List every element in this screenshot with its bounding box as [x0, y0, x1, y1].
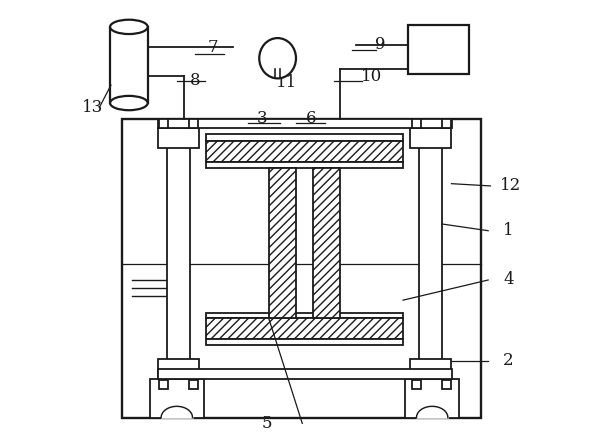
Text: 2: 2 [503, 352, 513, 369]
Bar [419, 119, 442, 379]
Bar [158, 369, 452, 379]
Text: 1: 1 [503, 222, 513, 239]
Bar [189, 380, 199, 389]
Bar [442, 119, 451, 128]
Bar [206, 134, 403, 141]
Bar [160, 119, 168, 128]
Bar [410, 128, 451, 148]
Text: 4: 4 [503, 271, 513, 289]
Text: 7: 7 [207, 39, 218, 56]
Ellipse shape [259, 38, 296, 78]
Text: 10: 10 [361, 68, 382, 85]
Text: 12: 12 [500, 177, 521, 194]
Text: 9: 9 [375, 36, 386, 53]
Bar [206, 162, 403, 168]
Ellipse shape [110, 96, 148, 110]
Bar [150, 379, 203, 418]
Bar [269, 168, 295, 318]
Text: 11: 11 [276, 74, 297, 91]
Bar [160, 380, 168, 389]
Bar [406, 379, 459, 418]
Text: 8: 8 [189, 72, 200, 89]
Bar [412, 119, 421, 128]
Text: 13: 13 [82, 99, 104, 116]
Ellipse shape [110, 20, 148, 34]
Bar [206, 141, 403, 162]
Text: 3: 3 [256, 110, 267, 127]
Bar [412, 380, 421, 389]
Bar [167, 119, 190, 379]
Text: 6: 6 [306, 110, 317, 127]
Bar [314, 168, 340, 318]
Bar [158, 359, 199, 379]
Bar [206, 339, 403, 345]
Text: 5: 5 [261, 415, 272, 432]
Bar [122, 119, 482, 418]
Bar [206, 318, 403, 339]
Bar [442, 380, 451, 389]
Bar [410, 359, 451, 379]
Bar [158, 119, 452, 128]
Bar [206, 313, 403, 318]
Bar [189, 119, 199, 128]
Bar [158, 128, 199, 148]
Bar [407, 25, 470, 74]
